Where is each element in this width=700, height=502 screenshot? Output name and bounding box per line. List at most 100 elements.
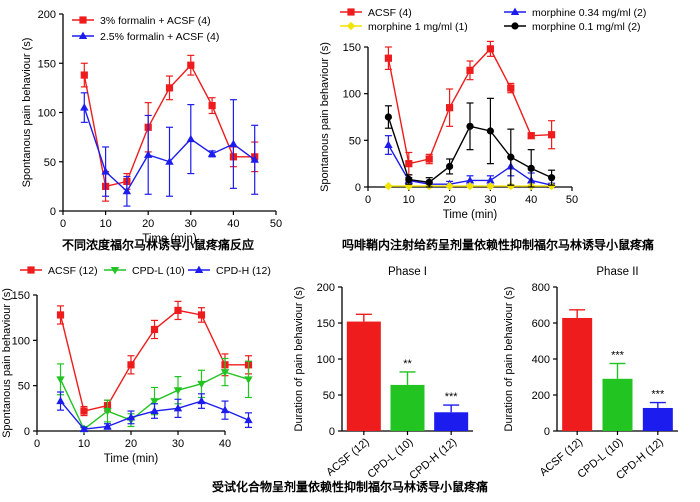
data-point [465,181,475,191]
y-tick-label: 0 [329,426,335,438]
data-point [486,127,494,135]
data-point [56,311,65,319]
x-tick-label: 30 [185,218,197,230]
chart-title: Phase II [596,266,638,278]
data-point [405,175,413,184]
y-tick-label: 50 [323,390,335,402]
series-3 [56,391,253,433]
y-axis-label: Spontanous pain behaviour (s) [1,288,13,438]
chart-title: Phase I [388,266,427,278]
chart-formalin-concentration: 0 50 100 150 200 0 10 20 30 40 50 Time (min) Spontan… [21,9,282,245]
y-tick-label: 200 [532,390,550,402]
data-point [150,406,159,415]
data-point [445,181,454,191]
data-point [229,139,238,148]
legend-label: ACSF (12) [48,265,98,277]
data-point [384,54,392,62]
x-tick-label: 10 [99,218,111,230]
data-point [507,153,515,161]
x-tick-label: 20 [443,194,455,206]
series-2 [56,357,253,434]
y-tick-label: 600 [532,318,550,330]
y-tick-label: 800 [532,282,550,294]
legend-marker [110,267,120,275]
data-point [80,71,88,79]
y-tick-label: 100 [317,354,335,366]
data-point [122,186,132,195]
x-tick-label: 0 [34,438,40,450]
data-point [446,162,454,171]
legend-marker [27,266,35,274]
legend-label: CPD-H (12) [216,265,271,277]
x-tick-label: 20 [142,218,154,230]
data-point [446,104,454,112]
data-point [103,408,112,416]
legend-label: 3% formalin + ACSF (4) [100,15,211,27]
series-3 [384,181,556,191]
data-point [506,181,515,191]
x-tick-label: 0 [365,194,371,206]
significance-label: *** [445,391,459,403]
chart-morphine-dose: 0 50 100 150 0 10 20 30 40 50 Time (min) Spontanous… [319,7,646,221]
y-tick-label: 100 [38,108,56,120]
data-point [466,122,474,130]
data-point [197,311,206,319]
x-tick-label: 20 [125,438,137,450]
chart-compound-timecourse: 0 50 100 150 0 10 20 30 40 Time (min) Spontanous p… [1,265,271,465]
y-tick-label: 50 [18,381,30,393]
legend: 3% formalin + ACSF (4) 2.5% formalin + AC… [72,15,219,43]
data-point [197,396,206,405]
y-axis-label: Spontanous pain behaviour (s) [319,42,331,192]
data-point [486,176,495,184]
data-point [220,369,230,377]
x-tick-label: 10 [403,194,415,206]
significance-label: *** [611,350,625,362]
x-axis-label: Time (min) [443,209,498,221]
series-1 [384,40,556,176]
data-point [507,84,515,92]
data-point [173,387,183,395]
data-point [144,150,153,158]
data-point [220,405,230,414]
data-point [56,396,65,405]
x-tick-label: 30 [172,438,184,450]
y-tick-label: 150 [317,318,335,330]
y-tick-label: 150 [12,290,30,302]
caption-panel-a: 不同浓度福尔马林诱导小鼠疼痛反应 [62,237,254,252]
data-point [165,84,174,92]
bar [602,378,633,431]
x-tick-label: 40 [219,438,231,450]
y-tick-label: 200 [38,9,56,21]
y-tick-label: 150 [38,58,56,70]
data-point [465,176,475,184]
legend: ACSF (12) CPD-L (10) CPD-H (12) [20,265,271,277]
legend-marker [79,16,87,24]
data-point [103,422,112,430]
data-point [101,167,110,175]
data-point [244,415,253,424]
significance-label: *** [651,389,665,401]
x-tick-label: 30 [484,194,496,206]
data-point [56,376,65,384]
data-point [548,174,556,182]
data-point [150,325,159,334]
data-point [425,178,433,186]
y-axis-label: Duration of pain behaviour (s) [503,287,515,432]
data-point [425,155,433,163]
data-point [174,306,182,315]
caption-bottom: 受试化合物呈剂量依赖性抑制福尔马林诱导小鼠疼痛 [212,479,488,494]
x-tick-label: 40 [227,218,239,230]
data-point [250,155,259,163]
legend-marker [346,21,356,31]
x-tick-label: 50 [270,218,282,230]
bar [390,384,425,431]
series-4 [384,97,556,188]
x-tick-label: 50 [566,194,578,206]
y-tick-label: 200 [317,282,335,294]
data-point [486,45,494,53]
data-point [244,376,253,384]
data-point [208,102,216,110]
data-point [384,181,393,191]
legend-label: morphine 0.34 mg/ml (2) [532,7,646,19]
